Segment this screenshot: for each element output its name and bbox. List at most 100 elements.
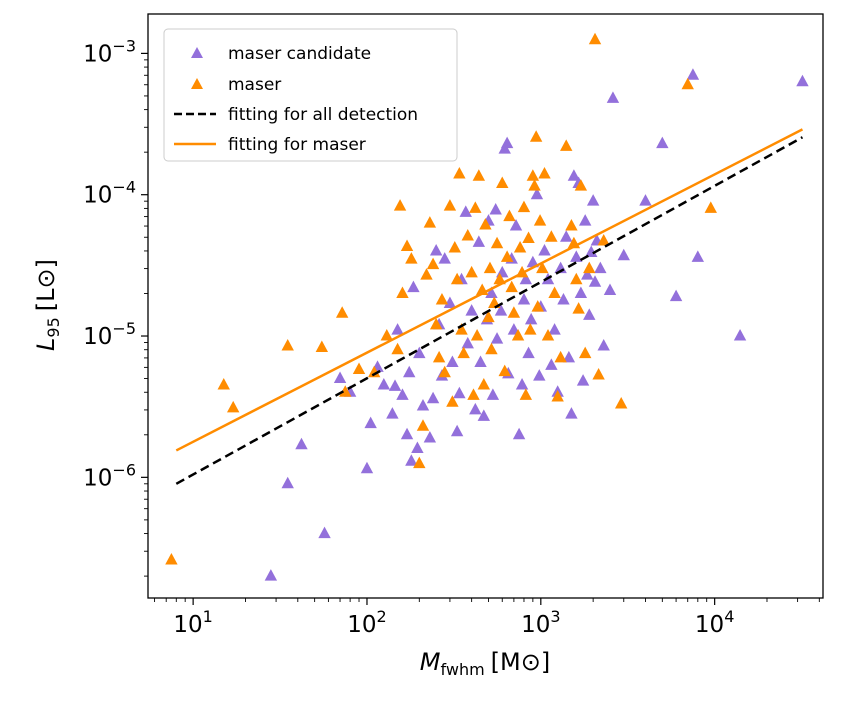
maser-point — [536, 261, 549, 274]
maser-point — [496, 176, 509, 189]
maser-point — [507, 306, 521, 318]
legend-label-maser-candidate: maser candidate — [228, 44, 371, 64]
y-tick-label: 10−5 — [83, 319, 136, 350]
maser-candidate-point — [533, 369, 546, 381]
maser-candidate-point — [509, 219, 523, 231]
maser-point — [472, 169, 486, 181]
maser-candidate-point — [400, 427, 414, 440]
maser-point — [704, 201, 717, 213]
maser-point — [165, 553, 178, 565]
legend-maser-candidate-marker — [191, 47, 203, 58]
x-axis-label: Mfwhm [M⊙] — [420, 648, 550, 679]
legend-label-all-fit: fitting for all detection — [228, 105, 418, 125]
legend: maser candidate maser fitting for all de… — [163, 28, 458, 162]
maser-point — [485, 342, 498, 355]
maser-candidate-point — [407, 280, 420, 293]
maser-point — [405, 252, 418, 264]
y-tick-label: 10−6 — [83, 460, 136, 491]
maser-point — [538, 167, 551, 179]
maser-candidate-point — [386, 407, 399, 419]
x-tick-label: 101 — [173, 607, 212, 638]
maser-point — [455, 323, 468, 335]
x-axis-label-unit: [M⊙] — [491, 648, 551, 676]
y-axis-ticks: 10−6 10−5 10−4 10−3 — [83, 36, 148, 577]
maser-point — [560, 139, 573, 151]
maser-candidate-point — [639, 194, 652, 206]
y-axis-label-unit: [L⊙] — [32, 259, 60, 311]
maser-candidate-point — [617, 248, 630, 261]
maser-candidate-point — [413, 346, 426, 359]
maser-candidate-point — [796, 74, 809, 87]
maser-candidate-point — [522, 346, 535, 359]
legend-frame — [163, 28, 458, 162]
maser-point — [465, 265, 478, 278]
maser-candidate-point — [388, 379, 402, 391]
maser-point — [541, 329, 555, 341]
maser-point — [614, 397, 628, 409]
maser-point — [498, 364, 511, 377]
maser-point — [226, 400, 240, 413]
maser-candidate-point — [585, 245, 598, 257]
x-axis-ticks: 101 102 103 104 — [154, 598, 820, 638]
maser-point — [217, 378, 230, 390]
maser-candidate-point — [524, 312, 538, 325]
maser-candidate-point — [364, 416, 377, 429]
maser-point — [545, 230, 558, 242]
maser-point — [482, 310, 495, 323]
maser-candidate-point — [295, 437, 308, 450]
maser-point — [588, 32, 602, 45]
legend-label-maser-fit: fitting for maser — [228, 135, 366, 155]
maser-candidate-point — [576, 374, 590, 386]
maser-candidate-point — [426, 391, 440, 404]
maser-candidate-point — [489, 202, 502, 215]
maser-candidate-point — [405, 454, 418, 466]
maser-candidate-point — [588, 275, 602, 287]
maser-point — [470, 329, 484, 341]
maser-candidate-point — [486, 388, 500, 400]
maser-point — [367, 365, 381, 378]
maser-point — [426, 257, 440, 270]
y-tick-label: 10−4 — [83, 178, 136, 209]
maser-point — [429, 317, 443, 330]
maser-candidate-point — [429, 243, 443, 256]
x-tick-label: 104 — [695, 607, 734, 638]
maser-candidate-point — [574, 286, 588, 298]
maser-candidate-point — [562, 350, 576, 363]
maser-point — [335, 306, 349, 318]
maser-point — [533, 214, 547, 226]
maser-point — [446, 395, 459, 407]
maser-candidate-point — [500, 136, 514, 149]
maser-point — [551, 390, 564, 402]
maser-point — [453, 167, 466, 179]
maser-point — [574, 179, 588, 191]
maser-point — [529, 130, 543, 142]
maser-point — [467, 388, 480, 400]
maser-point — [513, 240, 527, 253]
maser-candidate-point — [526, 255, 540, 268]
maser-candidate-point — [530, 187, 544, 200]
maser-candidate-point — [606, 91, 620, 103]
maser-candidate-point — [450, 424, 464, 437]
maser-point — [380, 329, 393, 341]
maser-candidate-point — [512, 427, 526, 440]
maser-point — [503, 209, 516, 222]
maser-point — [572, 302, 585, 314]
maser-point — [528, 179, 541, 191]
maser-candidate-point — [443, 296, 457, 308]
maser-point — [522, 231, 535, 243]
maser-candidate-point — [465, 304, 478, 316]
maser-candidate-point — [583, 308, 596, 320]
legend-maser-marker — [191, 78, 203, 89]
maser-point — [490, 236, 504, 249]
maser-candidate-point — [281, 476, 294, 489]
maser-candidate-point — [570, 250, 583, 262]
maser-point — [578, 346, 592, 359]
maser-candidate-point — [517, 292, 531, 305]
maser-candidate-point — [669, 289, 683, 302]
maser-point — [443, 199, 457, 211]
maser-point — [493, 272, 506, 285]
maser-point — [339, 385, 352, 397]
maser-candidate-point — [459, 205, 472, 217]
maser-candidate-point — [597, 338, 610, 351]
